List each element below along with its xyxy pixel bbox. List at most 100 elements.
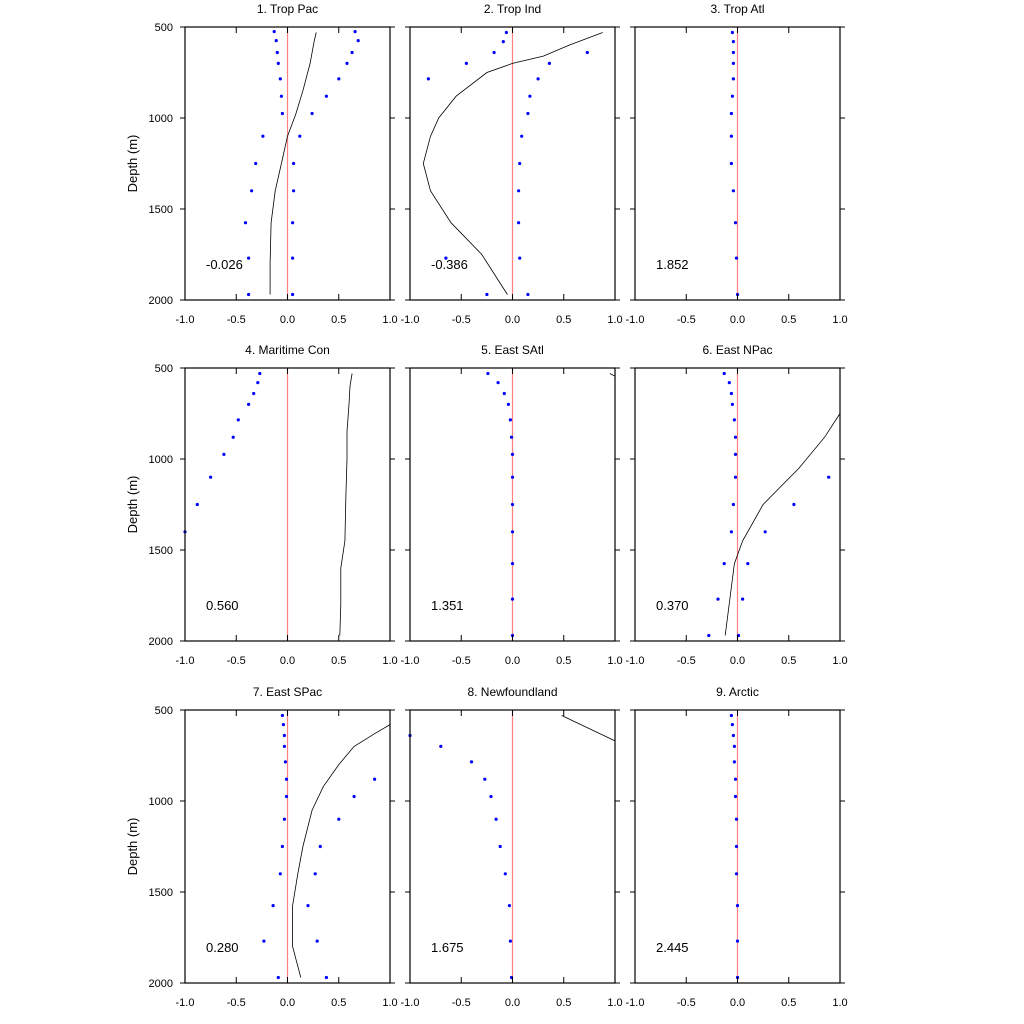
panel-3-value-label: 1.852	[656, 257, 689, 272]
panel-2-xtick-label: 0.5	[556, 314, 571, 326]
panel-4-ytick-label: 1500	[149, 545, 173, 557]
panel-7-point	[280, 713, 284, 718]
panel-7-ytick-label: 1500	[149, 887, 173, 899]
panel-7-point	[278, 872, 282, 876]
panel-4-point	[258, 371, 262, 376]
panel-1-point	[272, 30, 276, 34]
panel-2-point	[464, 61, 468, 65]
panel-5-title: 5. East SAtl	[481, 343, 544, 357]
panel-4-value-label: 0.560	[206, 598, 239, 613]
panel-8-point	[494, 817, 498, 821]
panel-7-point	[306, 904, 310, 908]
panel-1-title: 1. Trop Pac	[257, 2, 318, 16]
panel-6-point	[732, 418, 737, 422]
panel-3-title: 3. Trop Atl	[710, 2, 764, 16]
panel-6-value-label: 0.370	[656, 598, 689, 613]
panel-6-point	[741, 597, 745, 601]
panel-4-xtick-label: 0.0	[280, 655, 295, 667]
panel-2-point	[444, 256, 448, 260]
panel-5-xtick-label: -1.0	[401, 655, 420, 667]
panel-7-point	[313, 872, 317, 876]
panel-9-point	[733, 777, 738, 781]
panel-7-point	[284, 794, 289, 799]
panel-1-value-label: -0.026	[206, 257, 243, 272]
panel-3-point	[730, 94, 735, 98]
panel-1-point	[291, 292, 295, 297]
panel-6-point	[729, 391, 734, 396]
panel-9-point	[733, 794, 738, 799]
panel-2-xtick-label: -1.0	[401, 314, 420, 326]
panel-4-xtick-label: 0.5	[331, 655, 346, 667]
panel-6-point	[827, 475, 831, 479]
panel-1-point	[337, 77, 341, 81]
panel-1-ylabel: Depth (m)	[125, 135, 140, 193]
panel-1-xtick-label: -1.0	[176, 314, 195, 326]
panel-1-point	[356, 39, 360, 43]
panel-8-point	[508, 939, 512, 943]
panel-6-point	[730, 402, 735, 406]
panel-2-point	[426, 77, 430, 81]
panel-2-title: 2. Trop Ind	[484, 2, 541, 16]
panel-2-xtick-label: 1.0	[607, 314, 622, 326]
panel-5-xtick-label: 0.5	[556, 655, 571, 667]
panel-9-point	[735, 939, 740, 943]
panel-8-value-label: 1.675	[431, 940, 464, 955]
panel-2-value-label: -0.386	[431, 257, 468, 272]
panel-6-point	[733, 435, 738, 439]
panel-2-point	[517, 221, 521, 225]
panel-5-point	[508, 418, 512, 422]
panel-6-point	[722, 371, 726, 376]
panel-3-point	[731, 189, 736, 193]
panel-9-xtick-label: 1.0	[832, 997, 847, 1009]
panel-3-xtick-label: -1.0	[626, 314, 645, 326]
panel-8-curve	[561, 715, 616, 742]
panel-6-point	[763, 530, 767, 534]
panel-1-ytick-label: 1000	[149, 113, 173, 125]
panel-7-point	[324, 975, 328, 980]
panel-8-point	[483, 777, 487, 781]
panel-6-curve	[724, 413, 841, 636]
panel-1-xtick-label: 0.5	[331, 314, 346, 326]
panel-7-xtick-label: -0.5	[227, 997, 246, 1009]
panel-7-point	[276, 975, 280, 980]
panel-1-point	[345, 61, 349, 65]
panel-7-point	[280, 844, 284, 849]
panel-6-point	[716, 597, 720, 601]
panel-1-curve	[269, 32, 317, 295]
panel-8-point	[498, 844, 502, 849]
panel-4-point	[209, 475, 213, 479]
panel-6-point	[722, 562, 726, 566]
panel-2-point	[585, 50, 589, 55]
panel-8-xtick-label: 0.5	[556, 997, 571, 1009]
panel-9-xtick-label: 0.5	[781, 997, 796, 1009]
panel-9-point	[731, 733, 736, 738]
panel-9-xtick-label: -0.5	[677, 997, 696, 1009]
panel-1-point	[280, 111, 284, 116]
panel-9-point	[735, 904, 740, 908]
panel-9-point	[732, 744, 737, 749]
panel-4-ytick-label: 2000	[149, 636, 173, 648]
panel-5-point	[486, 371, 490, 376]
panel-6-xtick-label: -1.0	[626, 655, 645, 667]
panel-7-point	[318, 844, 322, 849]
panel-2-point	[504, 30, 508, 35]
panel-8-point	[489, 794, 493, 799]
panel-2-curve	[422, 32, 603, 295]
panel-1-ytick-label: 2000	[149, 295, 173, 307]
panel-1-ytick-label: 500	[155, 22, 173, 34]
panel-9-xtick-label: 0.0	[730, 997, 745, 1009]
panel-8-point	[507, 904, 511, 908]
panel-8-point	[503, 872, 507, 876]
panel-5-point	[510, 452, 515, 456]
panel-4-ylabel: Depth (m)	[125, 476, 140, 534]
panel-9-point	[729, 713, 734, 718]
panel-7-point	[282, 733, 286, 738]
panel-4-xtick-label: -0.5	[227, 655, 246, 667]
panel-1-xtick-label: -0.5	[227, 314, 246, 326]
panel-9-point	[730, 723, 735, 727]
panel-1-point	[353, 30, 357, 34]
panel-7-xtick-label: 1.0	[382, 997, 397, 1009]
panel-8-xtick-label: 0.0	[505, 997, 520, 1009]
panel-7-xtick-label: 0.0	[280, 997, 295, 1009]
panel-8-xtick-label: 1.0	[607, 997, 622, 1009]
